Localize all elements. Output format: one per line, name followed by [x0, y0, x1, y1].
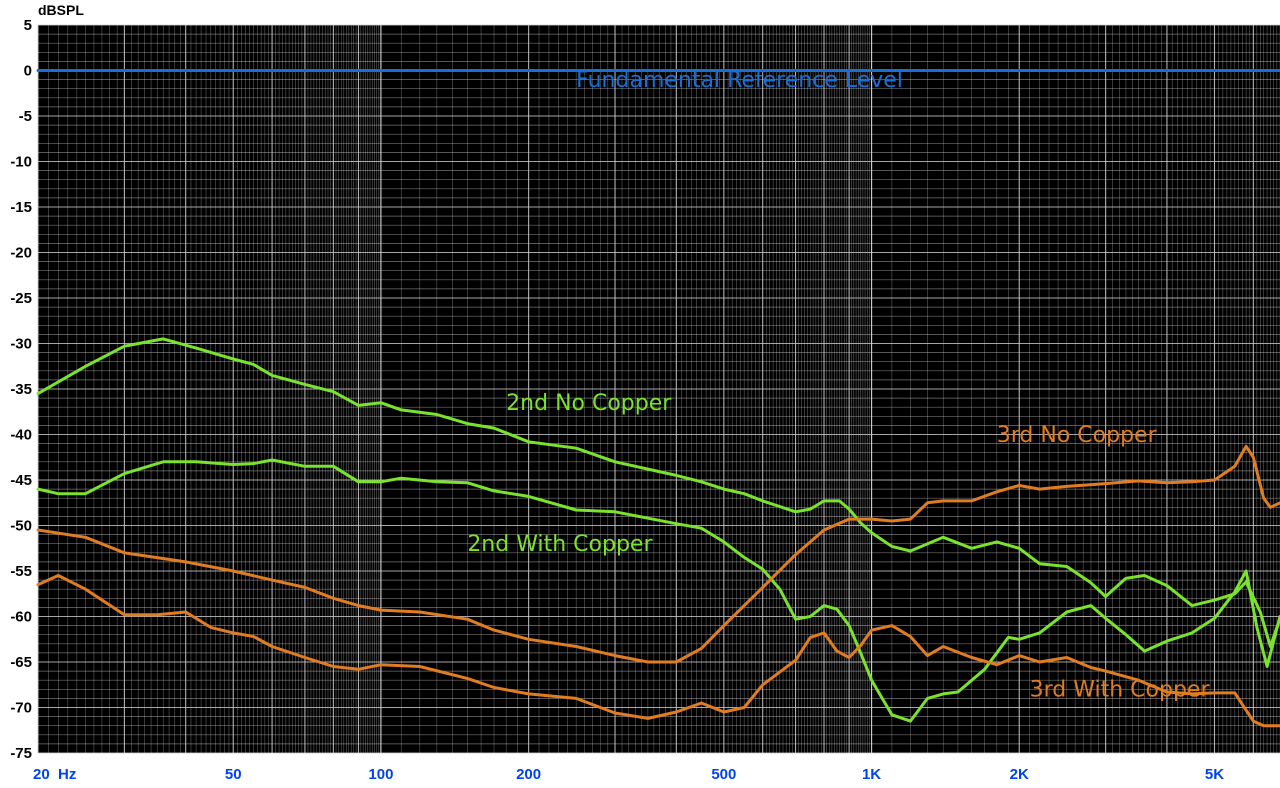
y-tick-label: -5	[19, 108, 32, 125]
series-annotation: 3rd No Copper	[997, 423, 1158, 448]
annotations: Fundamental Reference Level 2nd No Copper…	[467, 68, 1210, 703]
y-tick-label: -10	[10, 154, 32, 171]
x-tick-label: 2K	[1010, 766, 1029, 783]
y-tick-label: 5	[24, 17, 32, 34]
x-tick-label: 20 Hz	[33, 766, 76, 783]
y-tick-label: -35	[10, 381, 32, 398]
x-tick-label: 200	[516, 766, 541, 783]
series-annotation: 2nd No Copper	[506, 391, 672, 416]
y-tick-label: -15	[10, 199, 32, 216]
x-tick-label: 100	[368, 766, 393, 783]
y-tick-labels: 5 0 -5 -10 -15 -20 -25 -30 -35 -40 -45 -50 -55 -60 -65…	[10, 17, 32, 762]
y-tick-label: -40	[10, 427, 32, 444]
series-line-3rd-with-copper	[36, 574, 1280, 728]
x-tick-label: 500	[711, 766, 736, 783]
y-tick-label: -75	[10, 745, 32, 762]
y-tick-label: -50	[10, 518, 32, 535]
y-tick-label: -45	[10, 472, 32, 489]
series-annotation: 3rd With Copper	[1030, 678, 1211, 703]
x-tick-labels: 20 Hz 50 100 200 500 1K 2K 5K	[33, 766, 1224, 783]
series-annotation: Fundamental Reference Level	[576, 68, 903, 93]
y-axis-unit-label: dBSPL	[38, 2, 84, 18]
y-tick-label: -65	[10, 654, 32, 671]
y-tick-label: 0	[24, 63, 32, 80]
x-tick-label: 5K	[1205, 766, 1224, 783]
series-line-3rd-no-copper	[36, 444, 1280, 664]
series-annotation: 2nd With Copper	[467, 532, 653, 557]
series-line-2nd-no-copper	[36, 337, 1280, 648]
y-tick-label: -60	[10, 609, 32, 626]
x-tick-label: 1K	[862, 766, 881, 783]
grid	[37, 24, 1280, 754]
y-tick-label: -30	[10, 336, 32, 353]
series-line-2nd-with-copper	[36, 458, 1280, 723]
y-tick-label: -25	[10, 290, 32, 307]
y-tick-label: -55	[10, 563, 32, 580]
y-tick-label: -20	[10, 245, 32, 262]
series-lines	[36, 69, 1280, 728]
x-tick-label: 50	[225, 766, 242, 783]
y-tick-label: -70	[10, 700, 32, 717]
